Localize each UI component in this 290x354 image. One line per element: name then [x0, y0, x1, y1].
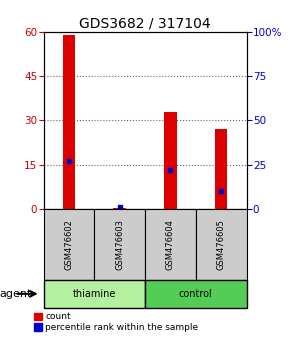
Text: GSM476605: GSM476605: [217, 219, 226, 270]
Bar: [113, 208, 126, 209]
Bar: [94, 209, 145, 280]
Bar: [145, 280, 246, 308]
Legend: count, percentile rank within the sample: count, percentile rank within the sample: [34, 313, 198, 332]
Title: GDS3682 / 317104: GDS3682 / 317104: [79, 17, 211, 31]
Text: agent: agent: [0, 289, 32, 299]
Bar: [63, 35, 75, 209]
Bar: [215, 129, 227, 209]
Bar: [44, 209, 94, 280]
Text: GSM476603: GSM476603: [115, 219, 124, 270]
Bar: [145, 209, 196, 280]
Text: control: control: [179, 289, 213, 299]
Bar: [196, 209, 246, 280]
Text: GSM476604: GSM476604: [166, 219, 175, 270]
Text: GSM476602: GSM476602: [64, 219, 73, 270]
Bar: [44, 280, 145, 308]
Text: thiamine: thiamine: [72, 289, 116, 299]
Bar: [164, 112, 177, 209]
